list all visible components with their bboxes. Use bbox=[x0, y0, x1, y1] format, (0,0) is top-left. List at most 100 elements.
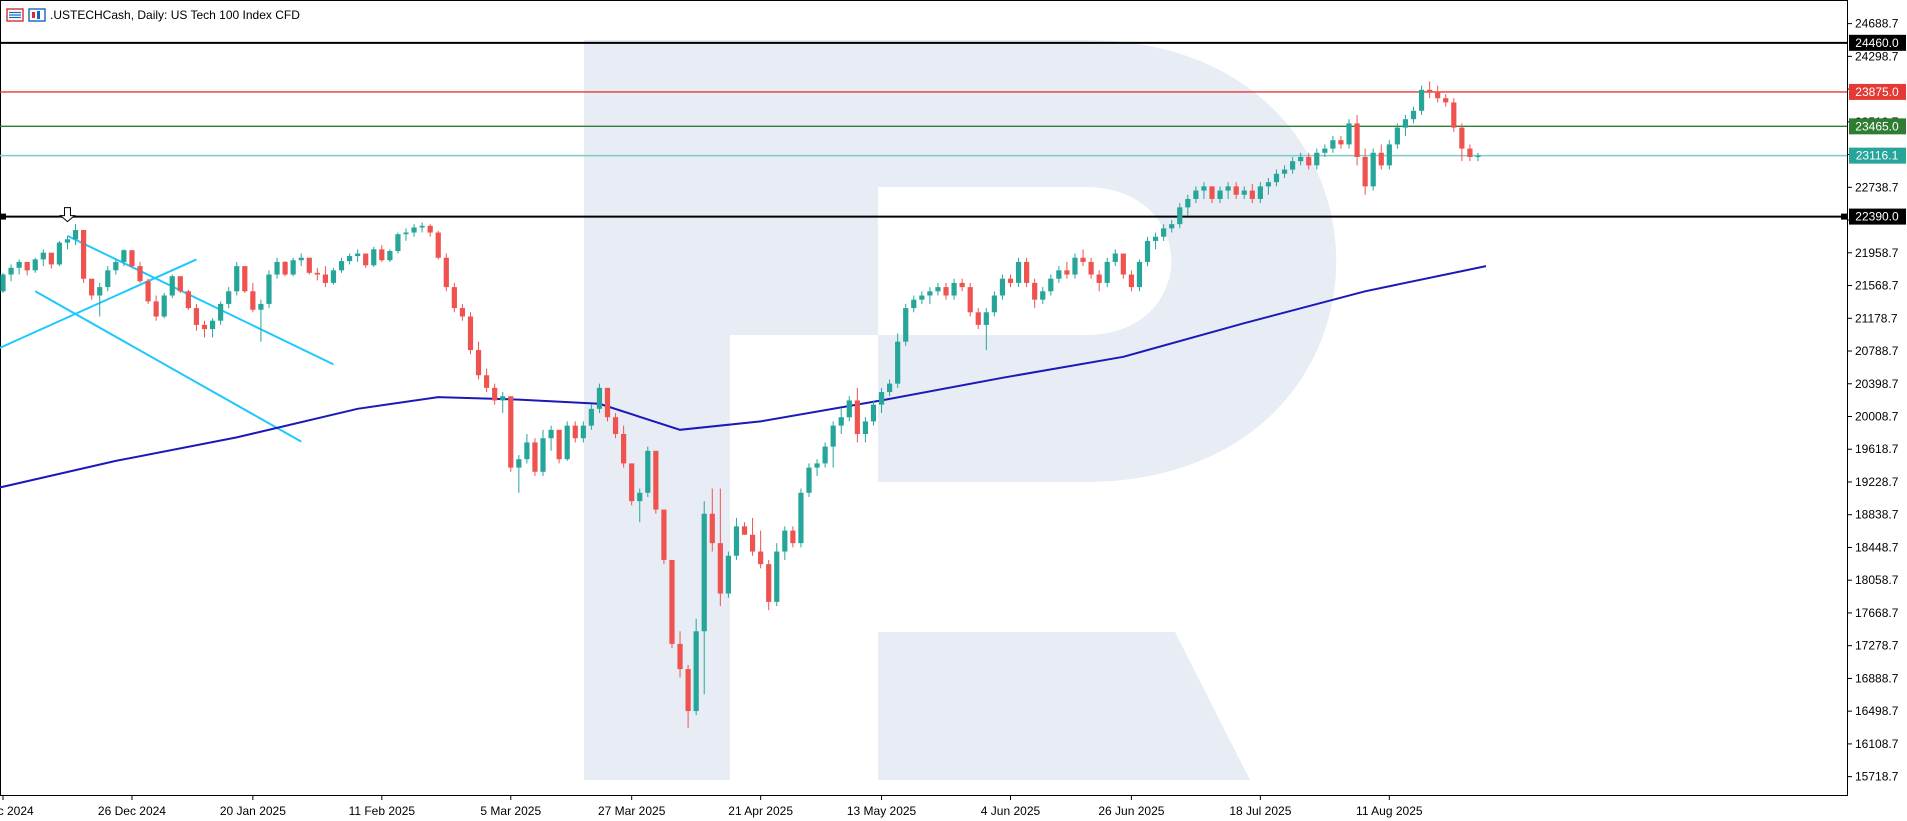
candle-body bbox=[177, 276, 183, 292]
candle-body bbox=[1064, 270, 1070, 275]
y-tick-label: 17278.7 bbox=[1855, 639, 1899, 653]
candle-body bbox=[1249, 190, 1255, 199]
candle-body bbox=[1185, 198, 1191, 208]
candle bbox=[983, 308, 989, 351]
candle-body bbox=[669, 559, 675, 644]
candle-body bbox=[467, 316, 474, 351]
candle-body bbox=[56, 242, 63, 265]
candle-body bbox=[274, 261, 280, 275]
candle bbox=[1104, 257, 1110, 288]
y-tick-label: 18058.7 bbox=[1855, 573, 1899, 587]
candle bbox=[1136, 259, 1143, 292]
candle bbox=[258, 299, 264, 342]
candle bbox=[927, 287, 933, 304]
candle bbox=[1185, 194, 1191, 216]
candle-body bbox=[830, 425, 836, 447]
candle bbox=[153, 295, 159, 321]
candle-body bbox=[1152, 236, 1159, 241]
candle-body bbox=[749, 534, 756, 552]
candle bbox=[32, 257, 38, 273]
candle bbox=[532, 438, 538, 476]
candle-body bbox=[733, 526, 740, 556]
candle bbox=[1249, 183, 1255, 204]
candle-body bbox=[1112, 253, 1118, 262]
candle-body bbox=[395, 234, 401, 252]
candle bbox=[693, 618, 699, 716]
candle-body bbox=[40, 252, 46, 260]
candle bbox=[371, 246, 377, 267]
candle bbox=[379, 245, 385, 262]
candle-body bbox=[492, 387, 498, 401]
candle bbox=[467, 312, 474, 355]
candle bbox=[1128, 270, 1134, 292]
candle bbox=[612, 413, 619, 439]
candle-body bbox=[0, 274, 6, 292]
candle bbox=[306, 257, 312, 275]
candle-body bbox=[846, 400, 852, 418]
candle bbox=[1322, 144, 1328, 157]
instrument-name: US Tech 100 Index CFD bbox=[170, 8, 300, 22]
candle bbox=[999, 274, 1006, 300]
candle-body bbox=[604, 387, 611, 418]
candle bbox=[1273, 169, 1280, 187]
candle bbox=[145, 278, 151, 304]
x-tick-label: 3 Dec 2024 bbox=[0, 804, 34, 818]
candle bbox=[113, 259, 119, 275]
candle bbox=[419, 222, 425, 233]
candle bbox=[1072, 253, 1078, 279]
candle bbox=[395, 232, 401, 254]
candle-body bbox=[701, 513, 707, 632]
candle bbox=[653, 450, 659, 514]
candle-body bbox=[419, 225, 425, 228]
candle bbox=[862, 417, 869, 443]
candle-body bbox=[218, 303, 224, 321]
candle bbox=[661, 509, 667, 565]
candle bbox=[24, 261, 30, 276]
candle-body bbox=[572, 425, 578, 439]
candle-body bbox=[1354, 123, 1360, 157]
candle-body bbox=[548, 429, 554, 439]
candle bbox=[516, 455, 522, 493]
candle-body bbox=[1290, 161, 1296, 170]
y-tick-label: 22738.7 bbox=[1855, 180, 1899, 194]
candle bbox=[1225, 182, 1231, 199]
candle-body bbox=[1177, 207, 1183, 225]
candle bbox=[209, 318, 216, 338]
candle bbox=[604, 387, 611, 422]
candle bbox=[1281, 165, 1288, 178]
candle-body bbox=[766, 564, 772, 602]
candle bbox=[991, 291, 997, 317]
candle bbox=[274, 257, 280, 279]
candle-body bbox=[1394, 127, 1400, 145]
candle bbox=[1298, 152, 1304, 166]
candle bbox=[709, 488, 715, 552]
candle-body bbox=[621, 434, 627, 464]
menu-list-icon[interactable] bbox=[6, 8, 24, 22]
chart-header: .USTECHCash, Daily: US Tech 100 Index CF… bbox=[6, 6, 300, 24]
candle-body bbox=[250, 291, 256, 310]
candle-body bbox=[169, 276, 175, 296]
candle-body bbox=[637, 492, 643, 502]
candle bbox=[1443, 94, 1449, 107]
candle-body bbox=[346, 256, 353, 262]
candle bbox=[443, 253, 449, 292]
chart-window-icon[interactable] bbox=[28, 8, 46, 22]
candle bbox=[1306, 152, 1312, 170]
candle-body bbox=[97, 287, 103, 296]
candle bbox=[451, 282, 457, 313]
level-label: 24460.0 bbox=[1855, 36, 1899, 50]
candle-body bbox=[24, 261, 30, 271]
candle-body bbox=[508, 396, 514, 468]
candle bbox=[1217, 186, 1223, 204]
candle-body bbox=[1201, 186, 1207, 191]
candle-body bbox=[411, 227, 417, 233]
candle-body bbox=[1128, 274, 1134, 288]
candle-body bbox=[1233, 186, 1239, 195]
candle-body bbox=[596, 387, 603, 409]
candle bbox=[1354, 115, 1360, 166]
candle bbox=[895, 333, 901, 388]
x-tick-label: 21 Apr 2025 bbox=[728, 804, 793, 818]
candle bbox=[242, 266, 248, 293]
candle-body bbox=[1088, 261, 1094, 275]
